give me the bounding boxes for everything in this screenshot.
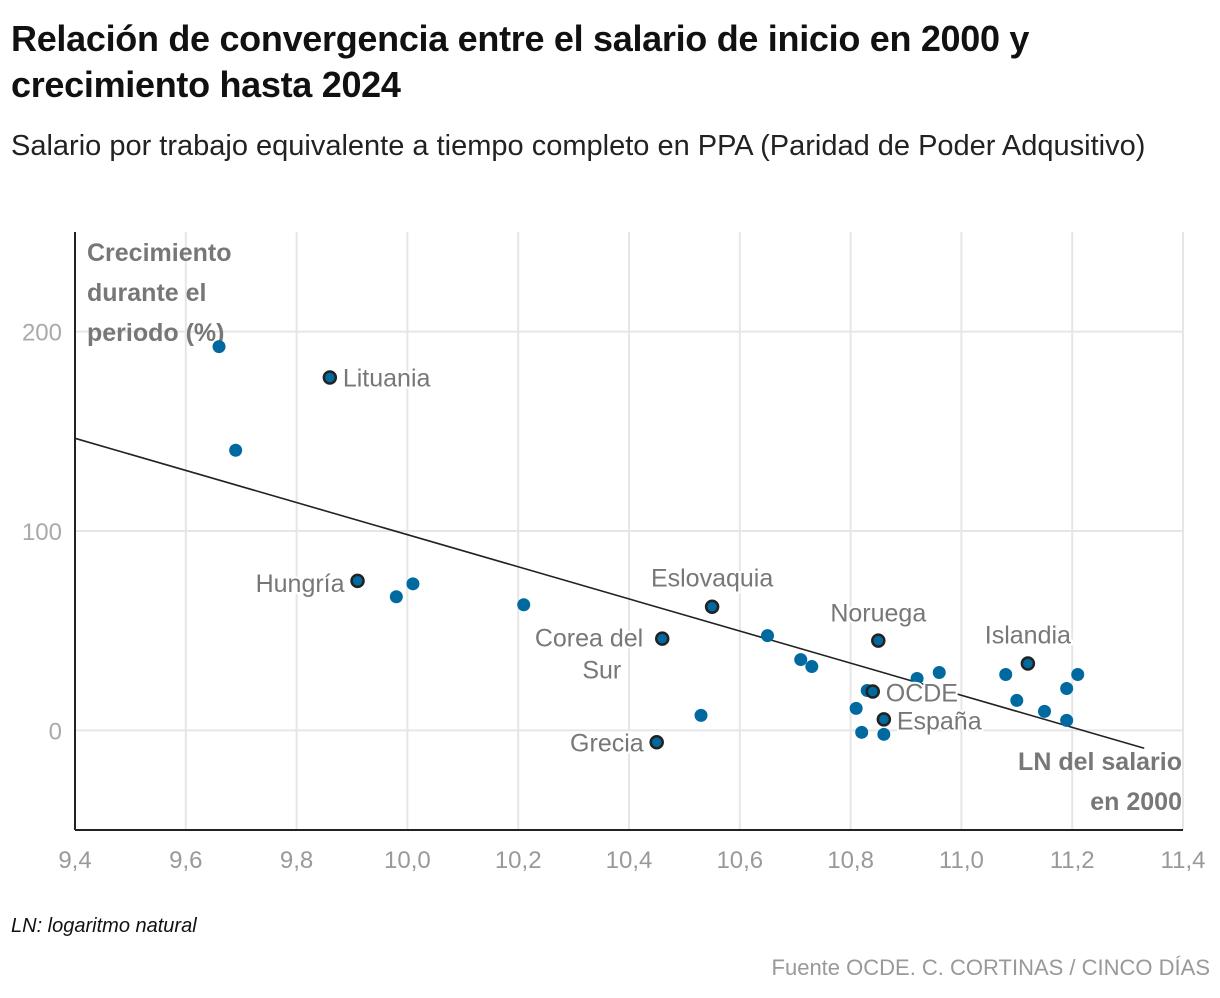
point-label: Islandia <box>985 622 1071 650</box>
x-tick-label: 9,6 <box>169 847 202 874</box>
x-tick-label: 11,2 <box>1050 847 1095 874</box>
labeled-data-point <box>654 631 670 646</box>
labeled-data-point <box>865 684 881 699</box>
data-point <box>229 443 243 457</box>
data-point <box>849 701 863 715</box>
data-point <box>805 660 819 674</box>
point-label: España <box>897 707 982 735</box>
data-point <box>1060 713 1074 727</box>
x-tick-label: 9,8 <box>280 847 313 874</box>
labeled-data-point <box>1020 656 1036 671</box>
data-point <box>1010 693 1024 707</box>
data-point <box>877 727 891 741</box>
source: Fuente OCDE. C. CORTINAS / CINCO DÍAS <box>771 955 1210 980</box>
data-point <box>761 629 774 643</box>
x-tick-label: 10,8 <box>827 847 874 874</box>
data-point <box>794 653 808 667</box>
point-label: Corea del Sur <box>535 625 643 685</box>
x-tick-label: 9,4 <box>58 847 91 874</box>
point-label: Lituania <box>343 365 431 393</box>
labeled-data-point <box>322 370 338 385</box>
data-point <box>999 668 1013 682</box>
data-point <box>855 725 869 739</box>
data-point <box>389 590 403 604</box>
point-label: Hungría <box>256 570 345 598</box>
x-tick-label: 10,4 <box>606 847 653 874</box>
data-point <box>694 708 708 722</box>
data-point <box>212 340 226 354</box>
labeled-data-point <box>649 735 664 750</box>
data-point <box>1071 668 1085 682</box>
data-point <box>406 577 420 591</box>
trend-line <box>74 437 1145 750</box>
x-tick-label: 10,0 <box>384 847 431 874</box>
y-tick-label: 100 <box>22 519 62 546</box>
labeled-data-point <box>871 633 886 648</box>
labeled-data-point <box>704 599 720 614</box>
point-label: Grecia <box>570 729 644 757</box>
x-axis-label: LN del salario en 2000 <box>1018 748 1182 816</box>
y-axis-label: Crecimiento durante el periodo (%) <box>87 239 231 347</box>
data-point <box>517 598 531 612</box>
x-tick-label: 11,0 <box>939 847 984 874</box>
data-point <box>932 666 946 680</box>
labeled-data-point <box>350 573 365 589</box>
y-tick-label: 200 <box>22 320 62 347</box>
chart-subtitle: Salario por trabajo equivalente a tiempo… <box>11 130 1146 162</box>
data-point <box>1038 704 1051 718</box>
x-tick-label: 11,4 <box>1161 847 1206 874</box>
data-point <box>1060 681 1074 695</box>
chart-title: Relación de convergencia entre el salari… <box>11 18 1030 105</box>
footnote: LN: logaritmo natural <box>11 915 197 937</box>
point-label: Noruega <box>830 600 926 628</box>
data-point <box>910 672 924 686</box>
point-label: Eslovaquia <box>651 565 773 593</box>
x-tick-label: 10,2 <box>495 847 542 874</box>
labeled-data-point <box>876 712 892 727</box>
point-label: OCDE <box>886 679 958 707</box>
x-tick-label: 10,6 <box>716 847 763 874</box>
y-tick-label: 0 <box>49 718 62 745</box>
